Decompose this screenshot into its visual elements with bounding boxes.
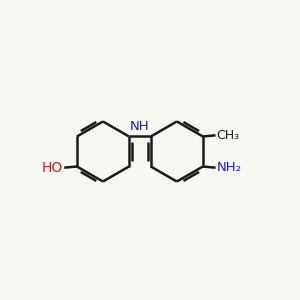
Text: NH₂: NH₂	[217, 161, 242, 174]
Text: HO: HO	[42, 161, 63, 175]
Text: CH₃: CH₃	[217, 129, 240, 142]
Text: NH: NH	[130, 120, 150, 133]
